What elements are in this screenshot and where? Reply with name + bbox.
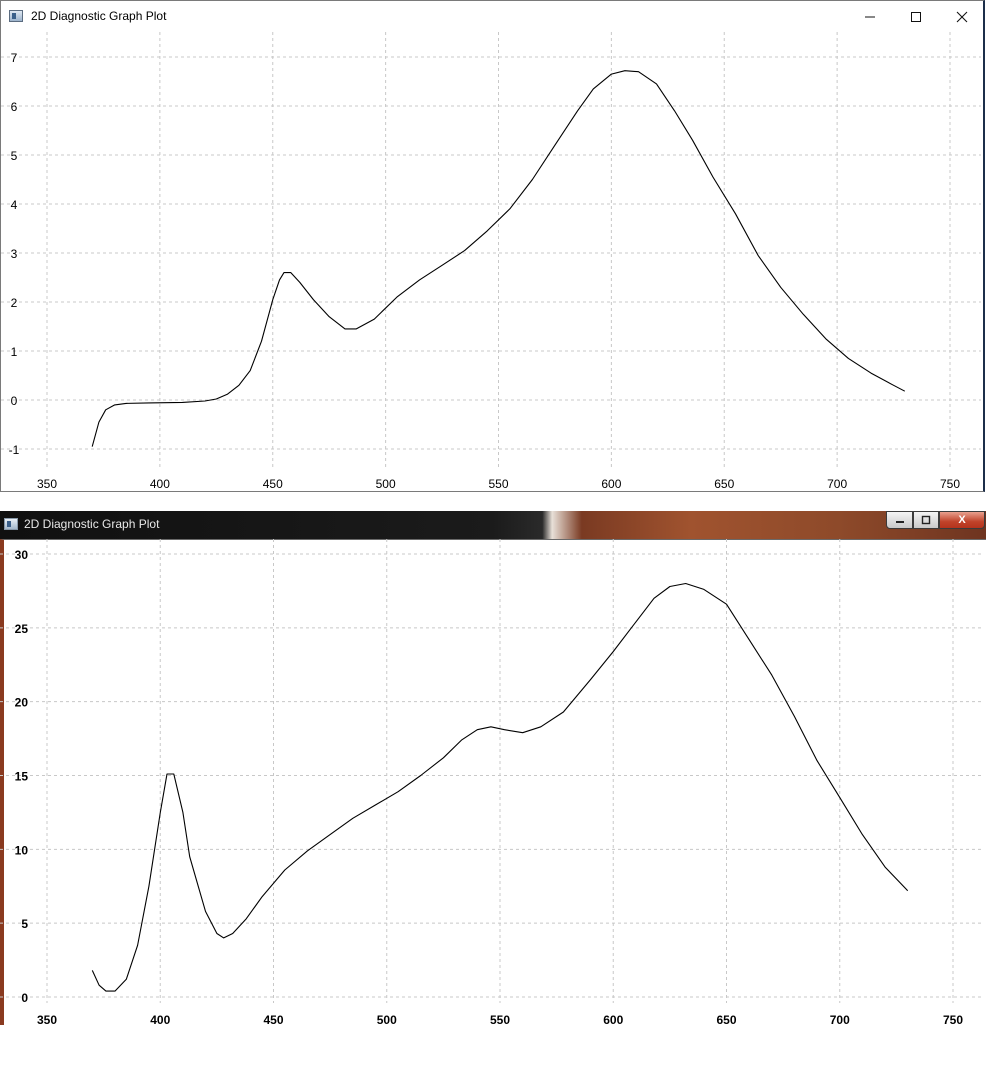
x-tick-label: 750	[943, 1013, 963, 1025]
close-button[interactable]	[939, 1, 985, 32]
app-icon	[4, 518, 18, 530]
y-tick-label: 4	[11, 198, 18, 212]
y-tick-label: 15	[15, 770, 29, 784]
close-icon	[956, 11, 968, 22]
window-title: 2D Diagnostic Graph Plot	[24, 517, 160, 531]
x-tick-label: 600	[603, 1013, 623, 1025]
grid	[0, 539, 984, 1003]
title-bar[interactable]: 2D Diagnostic Graph Plot X	[0, 511, 986, 539]
y-tick-label: 6	[11, 100, 18, 114]
y-tick-label: 2	[11, 296, 18, 310]
x-tick-label: 350	[37, 1013, 57, 1025]
series-line	[91, 582, 909, 992]
x-tick-label: 650	[716, 1013, 736, 1025]
y-tick-label: 10	[15, 843, 29, 857]
x-tick-label: 350	[37, 477, 57, 491]
y-tick-label: 3	[11, 247, 18, 261]
window-title: 2D Diagnostic Graph Plot	[31, 9, 167, 23]
graph-window-bottom: 2D Diagnostic Graph Plot X 0 5 10 15 20 25 30 3…	[0, 511, 986, 1025]
title-bar[interactable]: 2D Diagnostic Graph Plot	[1, 1, 983, 32]
y-tick-label: 0	[21, 991, 28, 1005]
x-tick-label: 550	[490, 1013, 510, 1025]
maximize-button[interactable]	[913, 511, 939, 529]
y-tick-label: 30	[15, 548, 29, 562]
x-tick-label: 450	[263, 477, 283, 491]
x-tick-label: 450	[263, 1013, 283, 1025]
grid	[1, 32, 981, 469]
window-frame	[0, 539, 986, 1025]
x-tick-label: 700	[827, 477, 847, 491]
x-tick-label: 400	[150, 1013, 170, 1025]
y-tick-label: 5	[11, 149, 18, 163]
close-button[interactable]: X	[939, 511, 985, 529]
x-tick-label: 400	[150, 477, 170, 491]
minimize-button[interactable]	[847, 1, 893, 32]
y-tick-label: 25	[15, 622, 29, 636]
y-tick-label: 0	[11, 394, 18, 408]
x-tick-label: 550	[488, 477, 508, 491]
x-tick-label: 600	[601, 477, 621, 491]
line-chart[interactable]: -1 0 1 2 3 4 5 6 7 350 400 450 500 550 600 650 700 750	[1, 32, 982, 491]
series-line	[91, 70, 906, 447]
y-tick-label: 1	[11, 345, 18, 359]
app-icon	[9, 10, 23, 22]
y-tick-label: 5	[21, 917, 28, 931]
line-chart[interactable]: 0 5 10 15 20 25 30 350 400 450 500 550 600 650 700 750	[0, 539, 986, 1025]
minimize-button[interactable]	[886, 511, 913, 529]
x-tick-label: 500	[376, 477, 396, 491]
y-tick-label: -1	[9, 443, 20, 457]
y-tick-label: 7	[11, 51, 18, 65]
minimize-icon	[895, 521, 904, 523]
x-tick-label: 750	[940, 477, 960, 491]
minimize-icon	[865, 16, 875, 17]
window-controls: X	[886, 511, 986, 531]
maximize-button[interactable]	[893, 1, 939, 32]
x-tick-label: 500	[377, 1013, 397, 1025]
x-tick-label: 650	[714, 477, 734, 491]
x-tick-label: 700	[830, 1013, 850, 1025]
maximize-icon	[921, 515, 931, 525]
y-tick-label: 20	[15, 696, 29, 710]
graph-window-top: 2D Diagnostic Graph Plot -1 0 1 2 3 4 5 6 7 350 40…	[0, 0, 985, 492]
maximize-icon	[911, 11, 921, 22]
